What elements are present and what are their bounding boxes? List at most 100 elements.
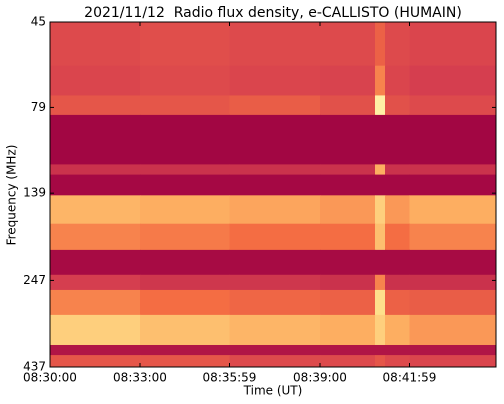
heatmap-cell xyxy=(229,274,321,291)
x-tick-label: 08:41:59 xyxy=(383,371,437,385)
heatmap-cell xyxy=(385,344,410,356)
heatmap-cell xyxy=(140,164,230,176)
heatmap-cell xyxy=(50,314,141,346)
heatmap-cell xyxy=(140,223,230,251)
heatmap-cell xyxy=(375,355,386,368)
y-tick-label: 45 xyxy=(31,15,46,29)
heatmap-cell xyxy=(385,289,410,316)
heatmap-cell xyxy=(320,314,376,346)
heatmap-cell xyxy=(320,289,376,316)
heatmap-cell xyxy=(375,289,386,316)
heatmap-cell xyxy=(320,223,376,251)
heatmap-cell xyxy=(375,195,386,225)
heatmap-cell xyxy=(375,65,386,96)
heatmap-cell xyxy=(140,195,230,225)
heatmap-cell xyxy=(385,65,410,96)
heatmap-cell xyxy=(320,355,376,368)
heatmap-cell xyxy=(50,174,141,196)
heatmap-cell xyxy=(320,344,376,356)
y-axis-label: Frequency (MHz) xyxy=(5,145,19,246)
heatmap-cell xyxy=(140,95,230,116)
heatmap-cell xyxy=(409,274,497,291)
heatmap-cell xyxy=(320,274,376,291)
heatmap-cell xyxy=(385,223,410,251)
heatmap-cell xyxy=(320,65,376,96)
heatmap-cell xyxy=(320,164,376,176)
heatmap-cell xyxy=(409,65,497,96)
x-tick-label: 08:33:00 xyxy=(113,371,167,385)
heatmap-cell xyxy=(140,274,230,291)
heatmap-cell xyxy=(229,249,321,276)
heatmap-cell xyxy=(229,114,321,165)
heatmap-cell xyxy=(50,249,141,276)
heatmap xyxy=(50,22,497,368)
heatmap-cell xyxy=(320,174,376,196)
heatmap-cell xyxy=(375,114,386,165)
heatmap-cell xyxy=(385,249,410,276)
heatmap-cell xyxy=(229,174,321,196)
heatmap-cell xyxy=(140,314,230,346)
heatmap-cell xyxy=(140,114,230,165)
heatmap-cell xyxy=(320,114,376,165)
heatmap-cell xyxy=(140,344,230,356)
heatmap-cell xyxy=(409,195,497,225)
heatmap-cell xyxy=(50,164,141,176)
heatmap-cell xyxy=(385,95,410,116)
heatmap-cell xyxy=(409,174,497,196)
heatmap-cell xyxy=(385,355,410,368)
heatmap-cell xyxy=(229,314,321,346)
heatmap-cell xyxy=(409,95,497,116)
plot-frame xyxy=(49,21,497,368)
heatmap-cell xyxy=(385,274,410,291)
heatmap-cell xyxy=(409,114,497,165)
heatmap-cell xyxy=(385,22,410,67)
heatmap-cell xyxy=(229,195,321,225)
x-tick-label: 08:30:00 xyxy=(23,371,77,385)
chart-title: 2021/11/12 Radio flux density, e-CALLIST… xyxy=(84,5,462,21)
heatmap-cell xyxy=(229,95,321,116)
heatmap-cell xyxy=(140,289,230,316)
heatmap-cell xyxy=(140,249,230,276)
heatmap-cell xyxy=(375,223,386,251)
x-tick-label: 08:39:00 xyxy=(293,371,347,385)
heatmap-cell xyxy=(229,355,321,368)
heatmap-cell xyxy=(375,249,386,276)
heatmap-cell xyxy=(320,95,376,116)
heatmap-cell xyxy=(375,164,386,176)
heatmap-cell xyxy=(375,344,386,356)
heatmap-cell xyxy=(385,314,410,346)
heatmap-cell xyxy=(375,95,386,116)
heatmap-cell xyxy=(385,174,410,196)
heatmap-cell xyxy=(50,289,141,316)
y-tick-label: 79 xyxy=(31,100,46,114)
heatmap-cell xyxy=(229,22,321,67)
heatmap-cell xyxy=(229,344,321,356)
heatmap-cell xyxy=(140,355,230,368)
heatmap-cell xyxy=(140,65,230,96)
y-tick-label: 247 xyxy=(23,273,46,287)
heatmap-cell xyxy=(229,223,321,251)
heatmap-cell xyxy=(50,274,141,291)
heatmap-cell xyxy=(409,22,497,67)
heatmap-cell xyxy=(409,344,497,356)
heatmap-cell xyxy=(320,195,376,225)
heatmap-cell xyxy=(320,249,376,276)
heatmap-cell xyxy=(229,65,321,96)
heatmap-cell xyxy=(409,164,497,176)
heatmap-cell xyxy=(385,114,410,165)
heatmap-cell xyxy=(50,114,141,165)
heatmap-cell xyxy=(375,274,386,291)
heatmap-cell xyxy=(50,65,141,96)
heatmap-cell xyxy=(409,355,497,368)
heatmap-cell xyxy=(409,249,497,276)
heatmap-cell xyxy=(50,355,141,368)
x-tick-label: 08:35:59 xyxy=(203,371,257,385)
heatmap-cell xyxy=(375,174,386,196)
heatmap-cell xyxy=(385,164,410,176)
heatmap-cell xyxy=(409,223,497,251)
heatmap-cell xyxy=(229,289,321,316)
heatmap-cell xyxy=(375,22,386,67)
heatmap-cell xyxy=(229,164,321,176)
